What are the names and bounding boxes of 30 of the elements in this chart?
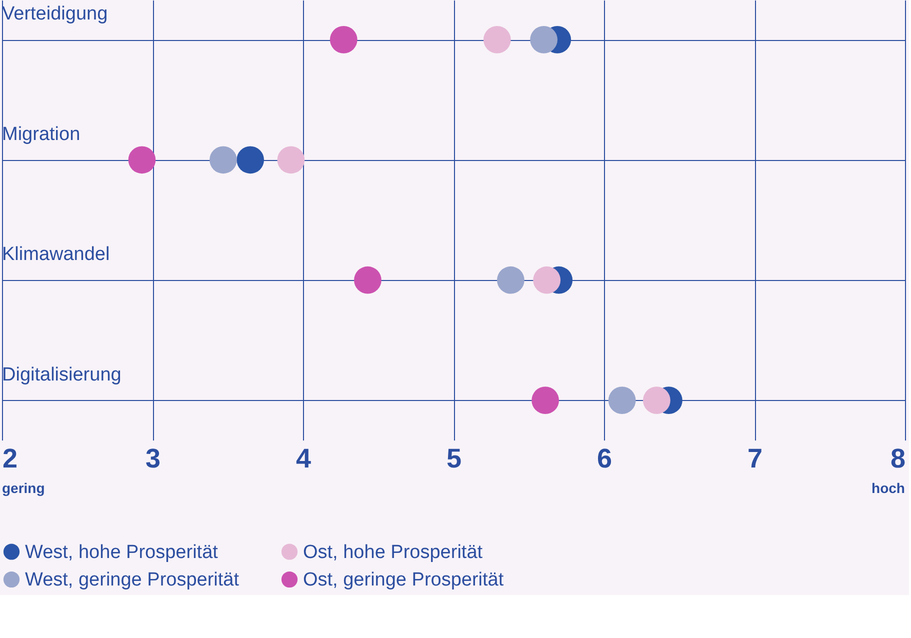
point — [496, 266, 524, 294]
y-tick-label: Digitalisierung — [2, 364, 122, 386]
point — [277, 146, 305, 174]
text: hoch — [872, 480, 905, 496]
point — [532, 386, 559, 414]
legend-label: Ost, geringe Prosperität — [303, 570, 504, 590]
point — [210, 146, 237, 174]
x-tick-label: 5 — [446, 444, 462, 474]
x-tick-label: 8 — [890, 444, 906, 474]
x-tick-label: 6 — [596, 444, 612, 474]
point — [128, 146, 156, 174]
legend-label: West, hohe Prosperität — [25, 542, 219, 563]
point — [530, 26, 558, 54]
legend-label: West, geringe Prosperität — [25, 570, 240, 590]
point — [642, 386, 670, 414]
x-tick-label: 7 — [747, 444, 763, 474]
point — [483, 26, 511, 54]
x-tick-label: 3 — [145, 444, 161, 474]
legend-label: Ost, hohe Prosperität — [303, 542, 484, 563]
y-tick-label: Klimawandel — [2, 244, 110, 266]
point — [354, 266, 382, 294]
point — [236, 146, 264, 174]
text: gering — [2, 480, 45, 496]
x-tick-label: 4 — [296, 444, 312, 474]
point — [608, 386, 636, 414]
x-tick-label: 2 — [2, 444, 18, 474]
point — [330, 26, 358, 54]
y-tick-label: Migration — [2, 124, 80, 145]
y-tick-label: Verteidigung — [2, 4, 108, 25]
point — [533, 266, 561, 294]
